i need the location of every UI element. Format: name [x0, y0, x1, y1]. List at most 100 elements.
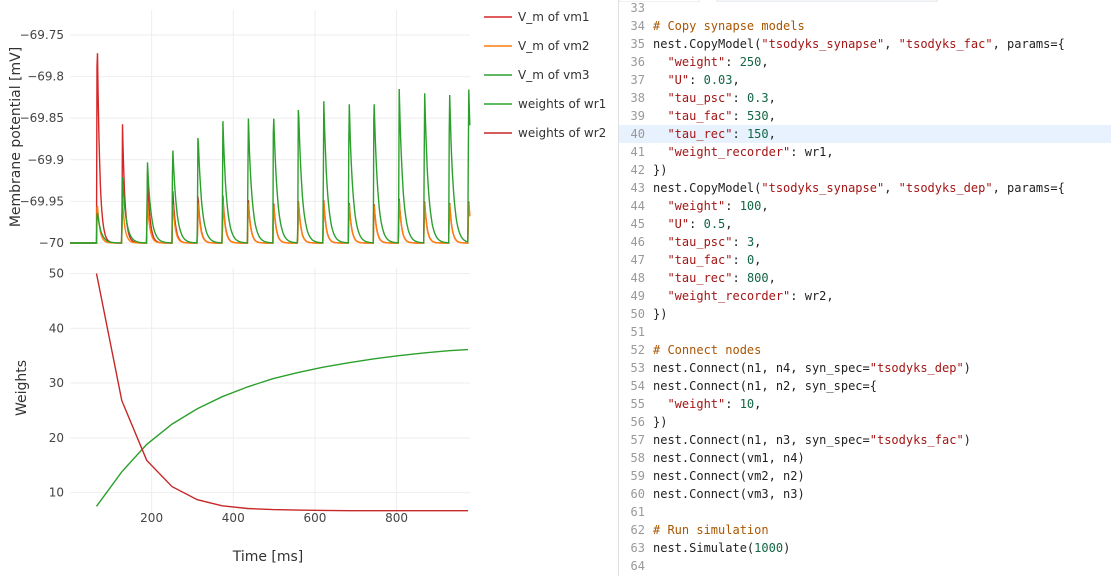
code-text[interactable]: "weight": 250, [653, 53, 768, 71]
code-text[interactable]: nest.CopyModel("tsodyks_synapse", "tsody… [653, 179, 1065, 197]
code-text[interactable]: "U": 0.5, [653, 215, 732, 233]
trace-v_m-of-vm1 [70, 53, 471, 244]
code-line[interactable]: 56}) [619, 413, 1111, 431]
code-text[interactable]: nest.CopyModel("tsodyks_synapse", "tsody… [653, 35, 1065, 53]
top-y-tick-label: −69.95 [20, 194, 64, 208]
code-text[interactable]: "tau_fac": 0, [653, 251, 761, 269]
code-text[interactable]: "tau_fac": 530, [653, 107, 775, 125]
code-line[interactable]: 34 # Copy synapse models [619, 17, 1111, 35]
code-token: "weight_recorder" [667, 289, 791, 303]
top-y-tick-label: −69.9 [27, 153, 64, 167]
line-number: 56 [630, 415, 645, 429]
code-token: , [754, 397, 762, 411]
code-token: 0.3 [746, 91, 769, 105]
code-text[interactable]: # Connect nodes [653, 341, 761, 359]
code-line[interactable]: 45 "U": 0.5, [619, 215, 1111, 233]
code-text[interactable]: "U": 0.03, [653, 71, 739, 89]
line-number: 64 [630, 559, 645, 573]
code-line[interactable]: 40 "tau_rec": 150, [619, 125, 1111, 143]
x-tick-label: 800 [385, 511, 408, 525]
code-line[interactable]: 47 "tau_fac": 0, [619, 251, 1111, 269]
bottom-y-tick-label: 20 [49, 431, 64, 445]
code-line[interactable]: 39 "tau_fac": 530, [619, 107, 1111, 125]
top-y-tick-label: −69.85 [20, 111, 64, 125]
code-text[interactable]: # Copy synapse models [653, 17, 805, 35]
code-line[interactable]: 43 nest.CopyModel("tsodyks_synapse", "tso… [619, 179, 1111, 197]
editor-tab-strip[interactable] [619, 0, 1111, 2]
code-token: : [732, 253, 747, 267]
code-line[interactable]: 54 nest.Connect(n1, n2, syn_spec={ [619, 377, 1111, 395]
line-number: 34 [630, 19, 645, 33]
code-text[interactable]: }) [653, 413, 667, 431]
code-token [653, 73, 667, 87]
code-token [653, 271, 667, 285]
line-number: 35 [630, 37, 645, 51]
code-line[interactable]: 61 [619, 503, 1111, 521]
code-line[interactable]: 48 "tau_rec": 800, [619, 269, 1111, 287]
code-line[interactable]: 62 # Run simulation [619, 521, 1111, 539]
code-text[interactable]: "tau_psc": 0.3, [653, 89, 775, 107]
code-line[interactable]: 59 nest.Connect(vm2, n2) [619, 467, 1111, 485]
code-line[interactable]: 50}) [619, 305, 1111, 323]
code-token: ) [783, 541, 791, 555]
code-token: "tsodyks_synapse" [761, 181, 885, 195]
code-text[interactable]: }) [653, 305, 667, 323]
code-text[interactable]: "tau_rec": 800, [653, 269, 775, 287]
code-line[interactable]: 53 nest.Connect(n1, n4, syn_spec="tsodyks… [619, 359, 1111, 377]
code-token: "weight" [667, 199, 726, 213]
code-text[interactable]: "tau_psc": 3, [653, 233, 761, 251]
code-token: , [884, 181, 899, 195]
code-token [653, 91, 667, 105]
code-line[interactable]: 64 [619, 557, 1111, 575]
code-token: : [732, 127, 747, 141]
code-text[interactable]: "weight": 10, [653, 395, 761, 413]
code-line[interactable]: 42}) [619, 161, 1111, 179]
code-line[interactable]: 49 "weight_recorder": wr2, [619, 287, 1111, 305]
legend-item-label: weights of wr2 [518, 126, 606, 140]
code-line[interactable]: 51 [619, 323, 1111, 341]
line-number: 48 [630, 271, 645, 285]
code-text[interactable]: "weight_recorder": wr2, [653, 287, 833, 305]
code-text[interactable]: "weight_recorder": wr1, [653, 143, 833, 161]
code-line[interactable]: 41 "weight_recorder": wr1, [619, 143, 1111, 161]
code-line[interactable]: 37 "U": 0.03, [619, 71, 1111, 89]
code-line[interactable]: 63 nest.Simulate(1000) [619, 539, 1111, 557]
code-text[interactable]: nest.Connect(n1, n3, syn_spec="tsodyks_f… [653, 431, 971, 449]
code-line[interactable]: 52 # Connect nodes [619, 341, 1111, 359]
line-number: 49 [630, 289, 645, 303]
line-number: 39 [630, 109, 645, 123]
code-token [653, 235, 667, 249]
code-line[interactable]: 58 nest.Connect(vm1, n4) [619, 449, 1111, 467]
code-editor[interactable]: 33 34 # Copy synapse models 35 nest.CopyMode… [619, 0, 1111, 576]
code-text[interactable]: nest.Connect(n1, n4, syn_spec="tsodyks_d… [653, 359, 971, 377]
line-number: 63 [630, 541, 645, 555]
code-line[interactable]: 60 nest.Connect(vm3, n3) [619, 485, 1111, 503]
code-token: , params={ [992, 181, 1065, 195]
code-token: : [725, 397, 740, 411]
code-text[interactable]: nest.Simulate(1000) [653, 539, 790, 557]
code-text[interactable]: "tau_rec": 150, [653, 125, 775, 143]
panel-divider[interactable] [618, 0, 619, 576]
code-text[interactable]: "weight": 100, [653, 197, 768, 215]
line-number: 38 [630, 91, 645, 105]
code-token: "tsodyks_fac" [898, 37, 993, 51]
code-text[interactable]: nest.Connect(n1, n2, syn_spec={ [653, 377, 877, 395]
code-token [653, 109, 667, 123]
code-line[interactable]: 33 [619, 0, 1111, 17]
code-line[interactable]: 36 "weight": 250, [619, 53, 1111, 71]
code-token: "U" [667, 73, 690, 87]
legend-item-label: V_m of vm1 [518, 10, 590, 24]
code-text[interactable]: nest.Connect(vm3, n3) [653, 485, 805, 503]
code-text[interactable]: nest.Connect(vm2, n2) [653, 467, 805, 485]
code-text[interactable]: # Run simulation [653, 521, 769, 539]
code-token: "weight" [667, 55, 726, 69]
code-line[interactable]: 35 nest.CopyModel("tsodyks_synapse", "tso… [619, 35, 1111, 53]
code-line[interactable]: 44 "weight": 100, [619, 197, 1111, 215]
code-line[interactable]: 46 "tau_psc": 3, [619, 233, 1111, 251]
code-token: nest.CopyModel( [653, 181, 762, 195]
code-line[interactable]: 55 "weight": 10, [619, 395, 1111, 413]
code-line[interactable]: 38 "tau_psc": 0.3, [619, 89, 1111, 107]
code-line[interactable]: 57 nest.Connect(n1, n3, syn_spec="tsodyks… [619, 431, 1111, 449]
code-text[interactable]: nest.Connect(vm1, n4) [653, 449, 805, 467]
code-text[interactable]: }) [653, 161, 667, 179]
